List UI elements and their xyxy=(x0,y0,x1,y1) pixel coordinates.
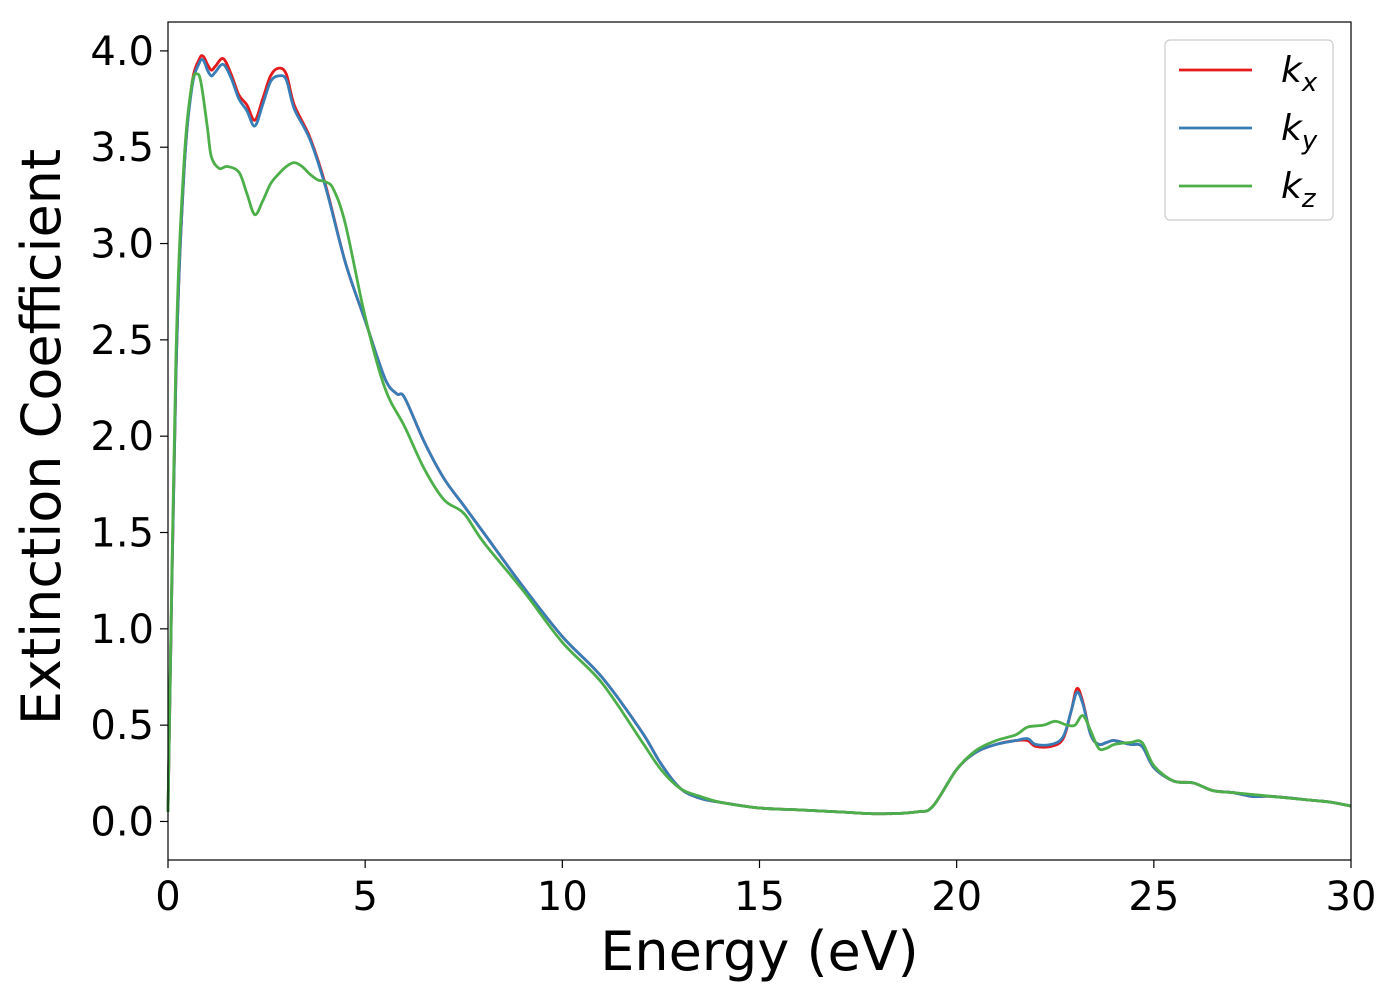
legend-label-subscript: z xyxy=(1301,184,1317,214)
legend-label-main: k xyxy=(1281,166,1304,207)
y-tick-label: 0.5 xyxy=(90,703,154,749)
x-tick-label: 25 xyxy=(1128,874,1179,920)
y-tick-label: 3.0 xyxy=(90,222,154,268)
legend-label-y: ky xyxy=(1281,108,1318,156)
series-line-y xyxy=(166,57,1352,816)
series-line-z xyxy=(166,72,1352,816)
x-tick-label: 5 xyxy=(352,874,377,920)
x-tick-label: 0 xyxy=(155,874,180,920)
y-tick-label: 2.5 xyxy=(90,318,154,364)
legend-label-main: k xyxy=(1281,50,1304,91)
x-axis-ticks: 0 5 10 15 20 25 30 xyxy=(155,860,1376,920)
x-tick-label: 15 xyxy=(734,874,785,920)
y-axis-ticks: 0.0 0.5 1.0 1.5 2.0 2.5 3.0 3.5 4.0 xyxy=(90,29,168,845)
legend-label-main: k xyxy=(1281,108,1304,149)
y-tick-label: 3.5 xyxy=(90,125,154,171)
legend-box xyxy=(1164,39,1334,221)
series-layer xyxy=(166,54,1352,816)
legend-label-subscript: y xyxy=(1301,126,1318,156)
y-tick-label: 0.0 xyxy=(90,799,154,845)
legend-label-subscript: x xyxy=(1301,68,1318,98)
y-tick-label: 1.0 xyxy=(90,607,154,653)
x-tick-label: 30 xyxy=(1326,874,1377,920)
y-tick-label: 4.0 xyxy=(90,29,154,75)
y-tick-label: 1.5 xyxy=(90,511,154,557)
x-tick-label: 20 xyxy=(931,874,982,920)
x-axis-label: Energy (eV) xyxy=(600,920,919,983)
y-axis-label: Extinction Coefficient xyxy=(10,149,73,725)
x-tick-label: 10 xyxy=(537,874,588,920)
y-tick-label: 2.0 xyxy=(90,414,154,460)
legend-label-x: kx xyxy=(1281,50,1318,98)
legend-label-z: kz xyxy=(1281,166,1317,214)
